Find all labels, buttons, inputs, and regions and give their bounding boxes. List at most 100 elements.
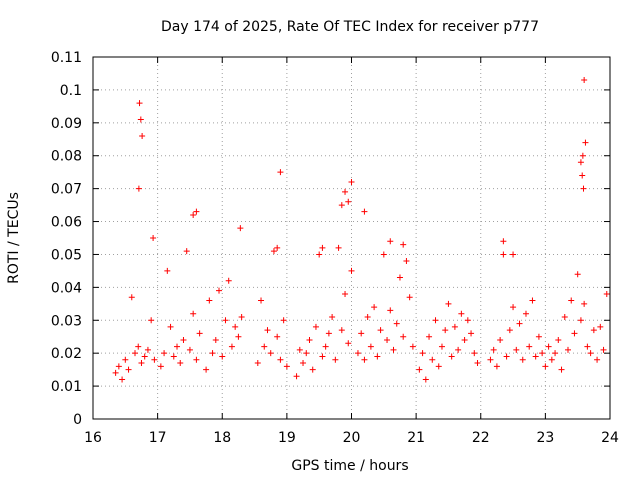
data-point	[539, 350, 546, 357]
data-point	[571, 330, 578, 337]
data-point	[380, 251, 387, 258]
data-point	[455, 346, 462, 353]
data-point	[532, 353, 539, 360]
y-tick-label: 0.05	[51, 247, 82, 263]
data-point	[548, 356, 555, 363]
data-point	[258, 297, 265, 304]
data-point	[338, 327, 345, 334]
data-point	[280, 317, 287, 324]
data-point	[526, 343, 533, 350]
data-point	[319, 244, 326, 251]
data-point	[522, 310, 529, 317]
data-point	[400, 241, 407, 248]
data-point	[580, 185, 587, 192]
data-point	[497, 337, 504, 344]
data-point	[219, 353, 226, 360]
data-point	[500, 238, 507, 245]
data-point	[164, 267, 171, 274]
data-point	[170, 353, 177, 360]
data-point	[422, 376, 429, 383]
data-point	[148, 317, 155, 324]
data-point	[471, 350, 478, 357]
data-point	[222, 317, 229, 324]
data-point	[597, 323, 604, 330]
data-point	[270, 248, 277, 255]
data-point	[594, 356, 601, 363]
data-point	[322, 343, 329, 350]
data-point	[367, 343, 374, 350]
x-tick-label: 16	[84, 430, 102, 446]
data-point	[442, 327, 449, 334]
data-point	[513, 346, 520, 353]
data-point	[542, 363, 549, 370]
data-point	[180, 337, 187, 344]
data-point	[577, 317, 584, 324]
data-point	[212, 337, 219, 344]
data-point	[361, 356, 368, 363]
data-point	[516, 320, 523, 327]
data-point	[137, 116, 144, 123]
data-point	[579, 172, 586, 179]
data-point	[196, 330, 203, 337]
x-tick-label: 21	[407, 430, 425, 446]
data-point	[432, 317, 439, 324]
data-point	[445, 300, 452, 307]
data-point	[409, 343, 416, 350]
x-tick-label: 19	[278, 430, 296, 446]
data-point	[490, 346, 497, 353]
data-point	[545, 343, 552, 350]
data-point	[139, 132, 146, 139]
data-point	[416, 366, 423, 373]
data-point	[461, 337, 468, 344]
data-point	[345, 340, 352, 347]
data-point	[396, 274, 403, 281]
data-point	[225, 277, 232, 284]
data-point	[579, 152, 586, 159]
data-point	[216, 287, 223, 294]
data-point	[374, 353, 381, 360]
data-point	[254, 360, 261, 367]
x-tick-label: 18	[213, 430, 231, 446]
data-point	[458, 310, 465, 317]
data-point	[506, 327, 513, 334]
data-point	[306, 337, 313, 344]
data-point	[115, 363, 122, 370]
data-point	[190, 310, 197, 317]
data-point	[238, 313, 245, 320]
data-point	[296, 346, 303, 353]
data-point	[584, 343, 591, 350]
grid-lines	[93, 57, 610, 419]
data-point	[451, 323, 458, 330]
data-point	[277, 356, 284, 363]
data-point	[135, 185, 142, 192]
data-point	[358, 330, 365, 337]
data-point	[161, 350, 168, 357]
data-point	[300, 360, 307, 367]
data-point	[348, 267, 355, 274]
data-point	[135, 343, 142, 350]
y-tick-label: 0.11	[51, 50, 82, 66]
data-point	[342, 290, 349, 297]
data-point	[167, 323, 174, 330]
x-axis-label: GPS time / hours	[291, 458, 408, 474]
data-point	[558, 366, 565, 373]
x-axis-ticks: 16 17 18 19 20 21 22 23 24	[84, 57, 619, 446]
data-point	[174, 343, 181, 350]
y-tick-label: 0.01	[51, 379, 82, 395]
data-point	[377, 327, 384, 334]
data-point	[464, 317, 471, 324]
data-point	[574, 271, 581, 278]
data-point	[448, 353, 455, 360]
data-point	[345, 198, 352, 205]
data-point	[338, 202, 345, 209]
data-point	[371, 304, 378, 311]
data-point	[406, 294, 413, 301]
data-point	[510, 304, 517, 311]
data-point	[400, 333, 407, 340]
data-point	[232, 323, 239, 330]
data-point	[309, 366, 316, 373]
y-axis-ticks: 0 0.01 0.02 0.03 0.04 0.05 0.06 0.07 0.08 0.09 0.1…	[51, 50, 610, 428]
x-tick-label: 24	[601, 430, 619, 446]
data-point	[426, 333, 433, 340]
